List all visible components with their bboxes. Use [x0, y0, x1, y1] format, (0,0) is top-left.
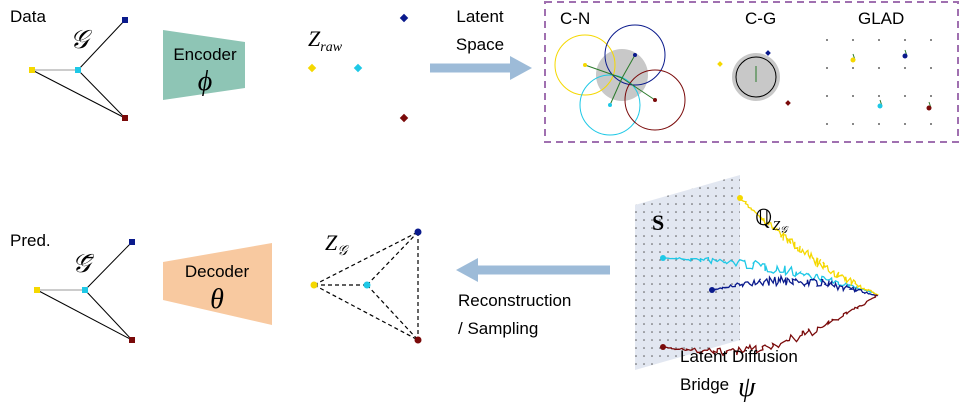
- grid-dot: [826, 123, 828, 125]
- pred-label: Pred.: [10, 231, 51, 250]
- grid-dot: [930, 95, 932, 97]
- grid-dot: [904, 123, 906, 125]
- panel-title: C-G: [745, 9, 776, 28]
- glad-panel: [826, 39, 932, 125]
- latent-base: Z: [308, 26, 321, 51]
- graph-symbol: 𝒢: [70, 25, 93, 54]
- raw-points: [308, 14, 408, 122]
- grid-dot: [826, 67, 828, 69]
- plane: [635, 175, 740, 370]
- grid-dot: [852, 67, 854, 69]
- grid-dot: [852, 123, 854, 125]
- grid-dot: [878, 67, 880, 69]
- grid-dot: [930, 123, 932, 125]
- panel-title: C-N: [560, 9, 590, 28]
- grid-dot: [826, 95, 828, 97]
- walk-start: [709, 287, 715, 293]
- walk-start: [660, 344, 666, 350]
- panel-title: GLAD: [858, 9, 904, 28]
- latent-sub: 𝒢: [337, 244, 349, 259]
- latent-symbol: Z𝒢: [325, 230, 349, 259]
- latent-point: [903, 54, 908, 59]
- encoder-symbol: ϕ: [198, 66, 213, 97]
- grid-dot: [904, 39, 906, 41]
- encoder-label: Encoder: [173, 45, 237, 64]
- measure-base: ℚ: [755, 205, 772, 230]
- arrow-label: Latent: [456, 7, 504, 26]
- graph-symbol: 𝒢̄: [72, 249, 95, 278]
- grid-dot: [878, 95, 880, 97]
- grid-dot: [852, 95, 854, 97]
- walk-start: [660, 255, 666, 261]
- latent-base: Z: [325, 230, 338, 255]
- latent-point: [927, 106, 932, 111]
- cg-panel: [717, 50, 791, 106]
- latent-arrow: [430, 56, 532, 80]
- arrow-label: Space: [456, 35, 504, 54]
- grid-dot: [904, 67, 906, 69]
- grid-dot: [930, 39, 932, 41]
- sampling-arrow: [456, 258, 610, 282]
- measure-sub: Z: [772, 219, 780, 234]
- grid-dot: [878, 123, 880, 125]
- decoder-label: Decoder: [185, 262, 250, 281]
- decoder-symbol: θ: [210, 284, 224, 315]
- arrow-label: / Sampling: [458, 319, 538, 338]
- cn-panel: [555, 25, 685, 135]
- data-label: Data: [10, 7, 46, 26]
- latent-point: [878, 104, 883, 109]
- walk-start: [737, 195, 743, 201]
- plane-label: S: [652, 210, 664, 235]
- grid-dot: [930, 67, 932, 69]
- latent-sub: raw: [320, 40, 342, 55]
- grid-dot: [852, 39, 854, 41]
- grid-dot: [904, 95, 906, 97]
- arrow-label: Reconstruction: [458, 291, 571, 310]
- latent-point: [851, 58, 856, 63]
- latent-symbol: Zraw: [308, 26, 343, 55]
- bridge-measure: ℚZ𝒢: [755, 205, 789, 236]
- bridge-label: Latent Diffusion: [680, 347, 798, 366]
- measure-subsub: 𝒢: [780, 225, 789, 236]
- diagram: Data 𝒢 Encoder ϕ Zraw Latent Space C-N C…: [0, 0, 961, 412]
- grid-dot: [878, 39, 880, 41]
- bridge-label: Bridge: [680, 375, 729, 394]
- grid-dot: [826, 39, 828, 41]
- bridge-symbol: ψ: [738, 372, 756, 403]
